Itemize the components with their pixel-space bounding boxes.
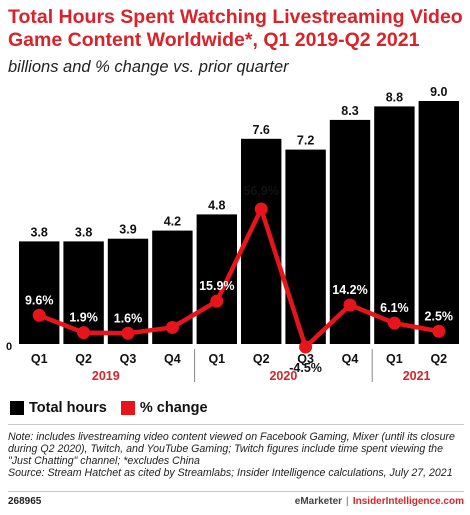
x-tick-label: Q2	[253, 352, 270, 366]
change-point	[165, 320, 179, 334]
footer-separator: |	[346, 496, 349, 507]
change-value-label: 1.9%	[69, 311, 98, 325]
brand-insider-intelligence: InsiderIntelligence.com	[352, 496, 464, 507]
change-point	[343, 298, 357, 312]
x-tick-label: Q2	[75, 352, 92, 366]
bar	[285, 149, 326, 344]
change-line	[36, 206, 442, 350]
bar	[19, 241, 60, 344]
change-point	[254, 202, 268, 216]
bar-value-label: 4.2	[164, 215, 181, 229]
bar-value-label: 3.9	[119, 223, 136, 237]
x-tick-label: Q3	[120, 352, 137, 366]
change-value-label: 2.5%	[425, 309, 454, 323]
bar-value-label: 9.0	[430, 85, 447, 99]
legend-item-percent-change: % change	[120, 400, 208, 416]
bar	[374, 106, 415, 345]
legend-swatch-percent-change	[120, 401, 135, 415]
bar	[196, 214, 237, 344]
bar	[418, 101, 459, 344]
chart-note: Note: includes livestreaming video conte…	[8, 431, 455, 479]
bar-value-label: 3.8	[31, 225, 48, 239]
footer: 268965 eMarketer | InsiderIntelligence.com	[8, 496, 464, 510]
change-value-label: -4.5%	[289, 361, 322, 375]
bar-value-label: 8.8	[386, 90, 403, 104]
year-label: 2019	[92, 369, 120, 383]
x-tick-label: Q1	[386, 352, 403, 366]
x-tick-label: Q3	[297, 352, 314, 366]
x-tick-label: Q4	[342, 352, 359, 366]
x-tick-label: Q1	[31, 352, 48, 366]
change-point	[77, 326, 91, 340]
legend-swatch-total-hours	[10, 401, 24, 415]
chart-legend: Total hours % change	[10, 399, 222, 417]
change-value-label: 14.2%	[332, 283, 367, 297]
legend-label-percent-change: % change	[139, 400, 208, 416]
change-value-label: 15.9%	[199, 279, 234, 293]
change-value-label: 9.6%	[25, 293, 54, 307]
bar-value-label: 3.8	[75, 225, 92, 239]
bar-value-label: 7.2	[297, 134, 314, 148]
footer-source: eMarketer | InsiderIntelligence.com	[295, 496, 464, 507]
brand-emarketer: eMarketer	[294, 496, 343, 507]
chart-id: 268965	[8, 496, 42, 507]
change-point	[121, 326, 135, 340]
y-axis-zero-label: 0	[6, 341, 12, 353]
x-tick-label: Q1	[208, 352, 225, 366]
change-point	[432, 324, 446, 338]
x-tick-label: Q4	[164, 352, 181, 366]
x-tick-label: Q2	[430, 352, 447, 366]
change-point	[32, 308, 46, 322]
legend-item-total-hours: Total hours	[10, 400, 107, 416]
divider	[8, 424, 464, 425]
chart-title: Total Hours Spent Watching Livestreaming…	[8, 6, 463, 51]
change-value-label: 56.9%	[243, 184, 278, 198]
chart-area: 0 3.8 3.8 3.9 4.2 4.8 7.6 7.2 8.3 8.8 9.0 Q1 Q2 Q3 Q4 Q…	[6, 85, 459, 383]
bar-value-label: 7.6	[253, 123, 270, 137]
year-label: 2020	[269, 369, 297, 383]
bar	[107, 238, 149, 344]
change-value-label: 6.1%	[380, 301, 409, 315]
change-value-label: 1.6%	[114, 311, 143, 325]
divider	[8, 491, 464, 492]
chart-subtitle: billions and % change vs. prior quarter	[8, 58, 289, 76]
change-point	[299, 340, 313, 354]
year-label: 2021	[403, 369, 431, 383]
change-point	[210, 294, 224, 308]
bar-value-label: 4.8	[208, 198, 225, 212]
bar-value-label: 8.3	[341, 104, 358, 118]
legend-label-total-hours: Total hours	[29, 400, 107, 416]
change-point	[387, 316, 401, 330]
